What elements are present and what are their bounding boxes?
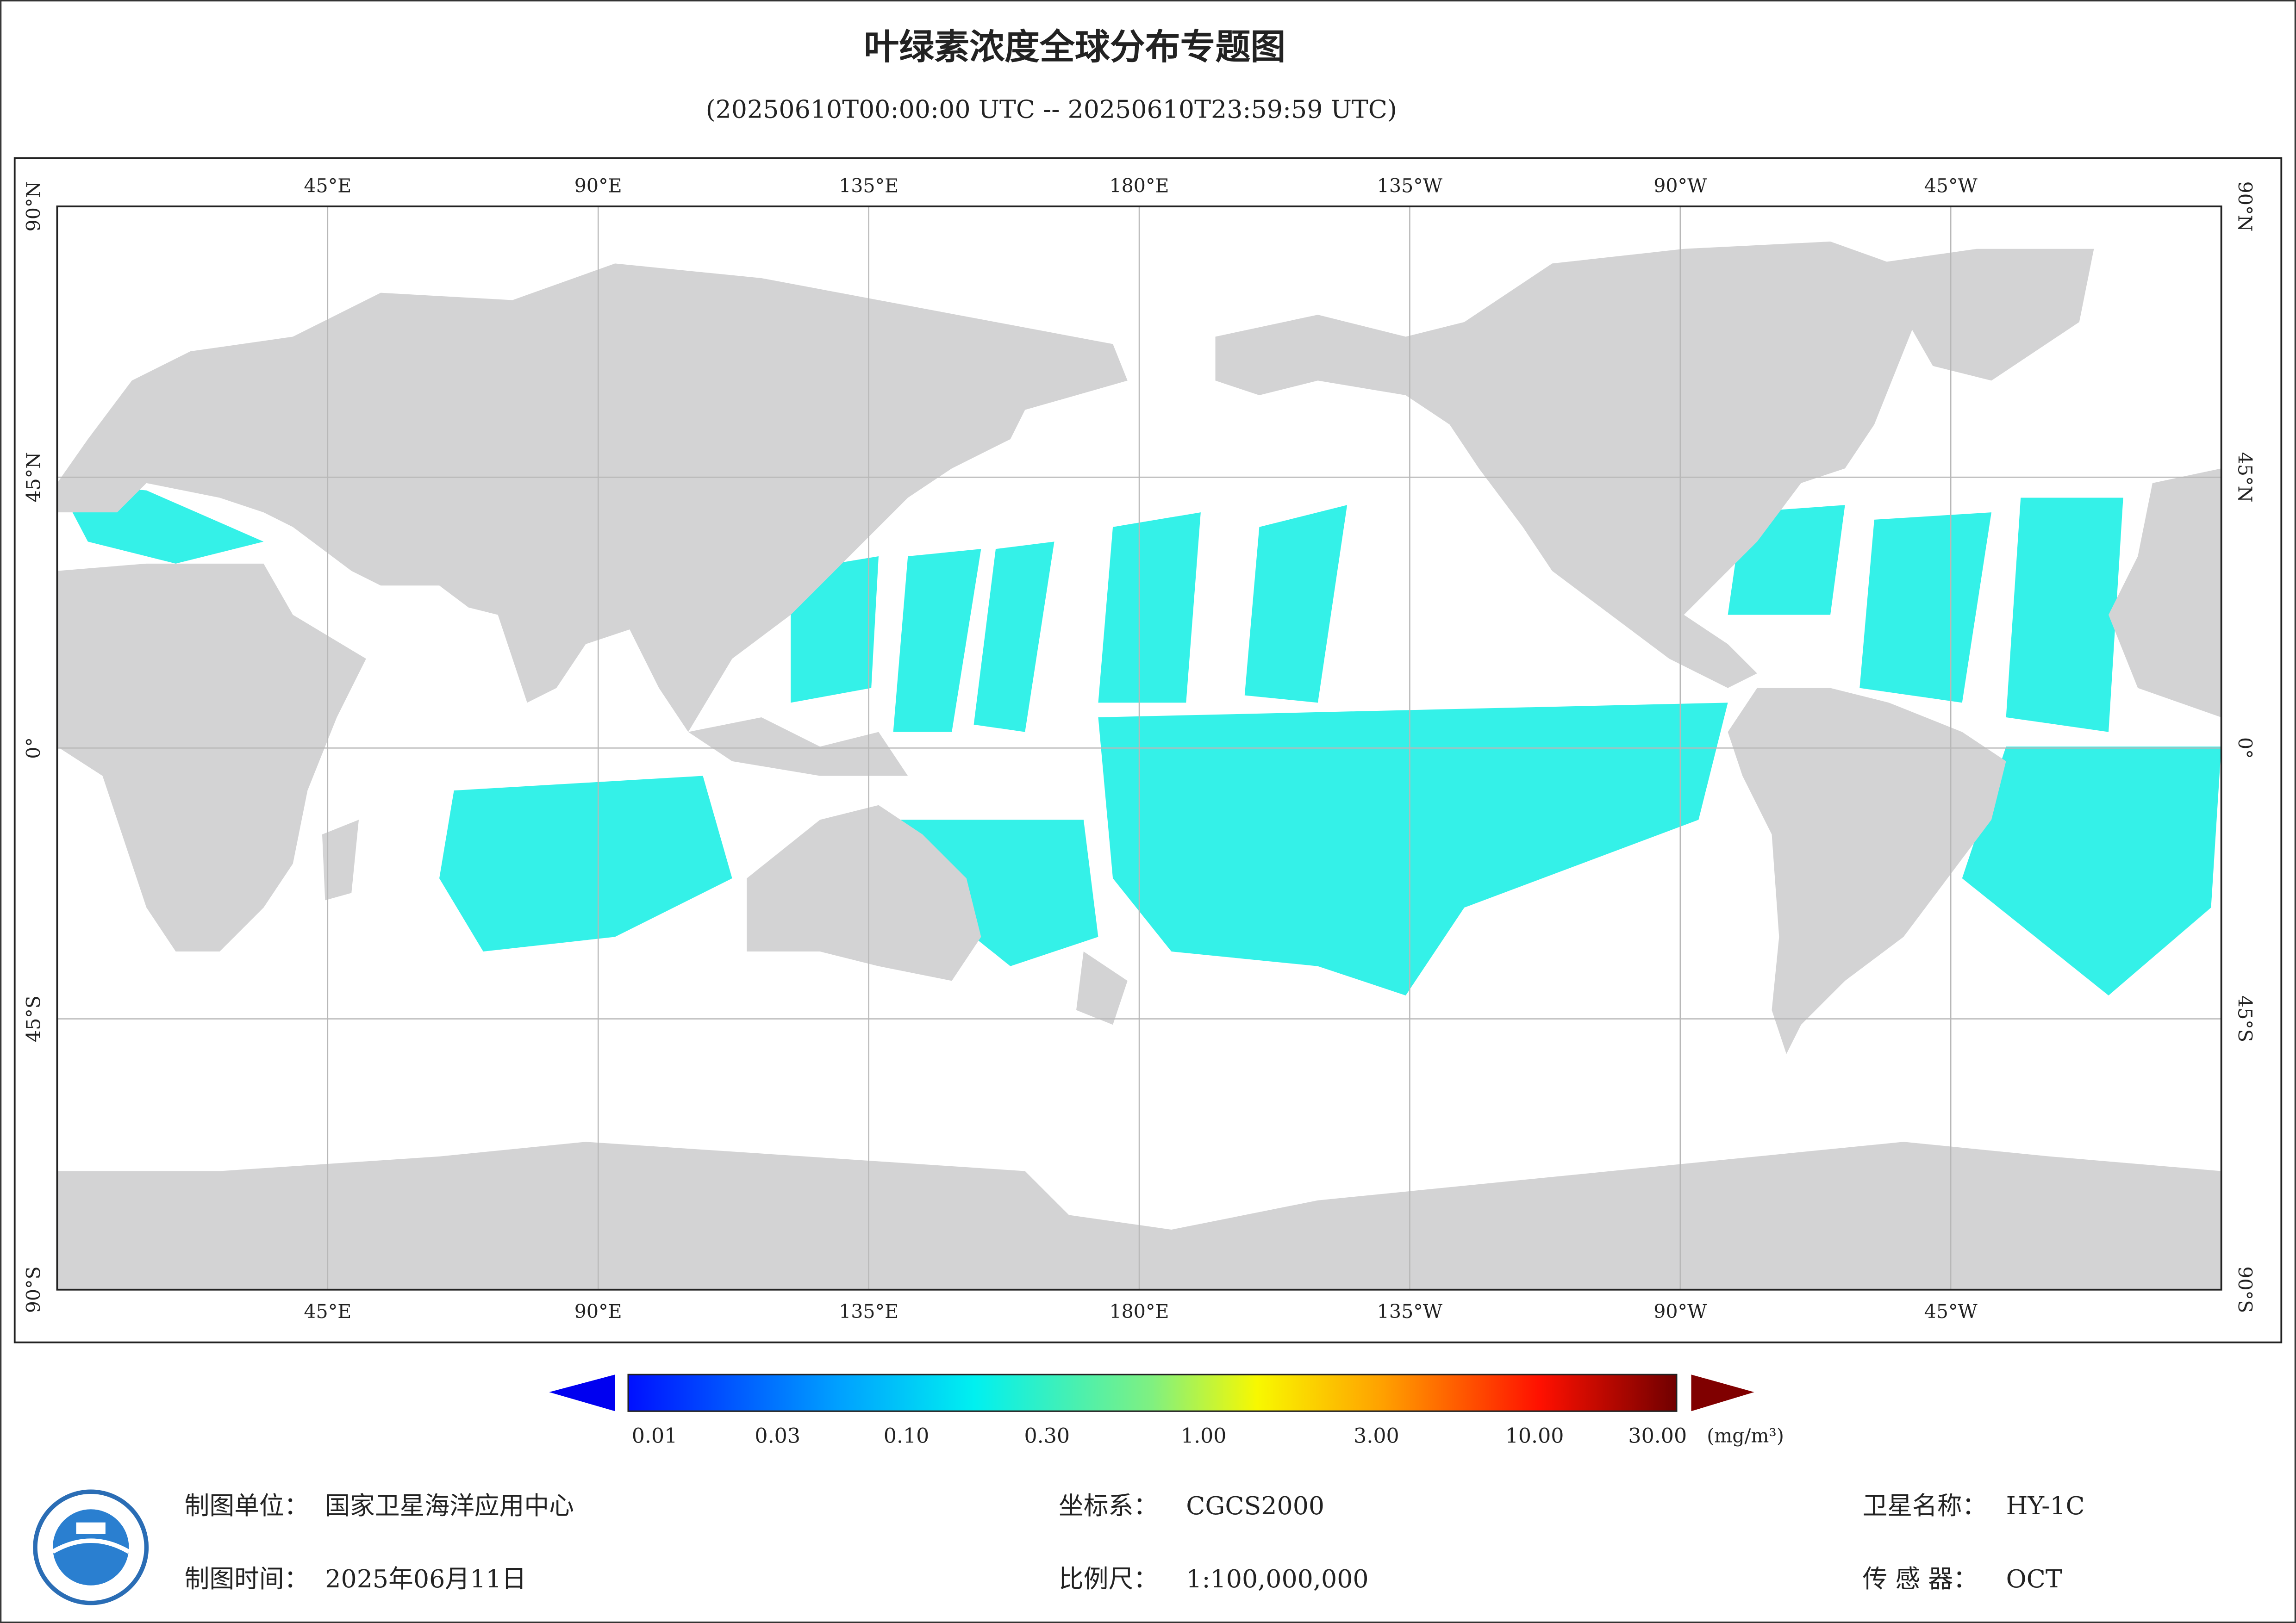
lat-label-right: 90°S: [2234, 1266, 2256, 1313]
colorbar-bar: [627, 1374, 1678, 1412]
lon-label-top: 180°E: [1110, 174, 1169, 197]
chl-patch: [1859, 512, 1991, 703]
lon-label-top: 45°W: [1924, 174, 1978, 197]
footer-label: 坐标系：: [1059, 1491, 1158, 1520]
footer-value: 2025年06月11日: [325, 1564, 526, 1593]
chl-patch: [973, 541, 1054, 732]
lat-label-left: 45°S: [22, 995, 44, 1042]
south-america: [1728, 688, 2006, 1054]
colorbar-tick-label: 10.00: [1505, 1424, 1564, 1448]
chl-patch: [893, 549, 981, 732]
logo: [33, 1489, 149, 1605]
colorbar-tick-label: 30.00: [1628, 1424, 1687, 1448]
lat-label-right: 45°S: [2234, 995, 2256, 1042]
map-inner-frame: [56, 205, 2222, 1291]
africa: [57, 563, 366, 952]
footer-label: 制图单位：: [185, 1491, 309, 1520]
colorbar-tick-label: 3.00: [1354, 1424, 1399, 1448]
footer-label: 传 感 器：: [1863, 1564, 1978, 1593]
chlorophyll-patches: [57, 483, 2221, 995]
graticule-labels: 45°E 45°E 90°E 90°E 135°E 135°E 180°E 180°E 135°…: [22, 174, 2256, 1322]
eurasia: [57, 263, 1128, 732]
madagascar: [322, 820, 359, 901]
logo-wave: [51, 1538, 130, 1554]
chl-patch: [1098, 512, 1201, 703]
lon-label-bottom: 135°W: [1377, 1300, 1443, 1323]
lat-label-right: 45°N: [2234, 452, 2256, 503]
lon-label-top: 135°W: [1377, 174, 1443, 197]
footer-label: 卫星名称：: [1863, 1491, 1987, 1520]
north-america: [1215, 241, 1933, 688]
lon-label-top: 135°E: [839, 174, 898, 197]
footer-value: 1:100,000,000: [1186, 1564, 1368, 1593]
chl-patch: [2006, 497, 2123, 732]
lon-label-top: 90°E: [574, 174, 622, 197]
lat-label-right: 0°: [2234, 737, 2256, 759]
lon-label-bottom: 135°E: [839, 1300, 898, 1323]
lat-label-left: 90°N: [22, 181, 44, 232]
chl-patch: [1962, 746, 2221, 995]
colorbar-over-arrow: [1691, 1374, 1754, 1412]
indonesia: [688, 717, 908, 776]
logo-globe: [52, 1509, 129, 1586]
colorbar-tick-label: 0.10: [884, 1424, 930, 1448]
map-frame: [13, 157, 2283, 1343]
lat-label-left: 0°: [22, 737, 44, 759]
colorbar-ticks: 0.01 0.03 0.10 0.30 1.00 3.00 10.00 30.00: [632, 1424, 1687, 1448]
lat-label-left: 90°S: [22, 1266, 44, 1313]
chl-patch: [439, 776, 732, 952]
colorbar-under-arrow: [549, 1374, 615, 1412]
chl-patch: [1098, 703, 1728, 995]
logo-satellite: [76, 1522, 106, 1534]
greenland: [1874, 249, 2094, 381]
colorbar-tick-label: 0.30: [1024, 1424, 1070, 1448]
footer-value: OCT: [2006, 1564, 2062, 1593]
lon-label-bottom: 45°W: [1924, 1300, 1978, 1323]
chl-patch: [791, 556, 879, 703]
map-area: [57, 206, 2221, 1290]
lat-label-right: 90°N: [2234, 181, 2256, 232]
title: 叶绿素浓度全球分布专题图: [864, 26, 1285, 68]
subtitle: (20250610T00:00:00 UTC -- 20250610T23:59…: [706, 94, 1397, 124]
colorbar-tick-label: 0.03: [755, 1424, 800, 1448]
lat-label-left: 45°N: [22, 452, 44, 503]
footer-value: HY-1C: [2006, 1491, 2085, 1520]
lon-label-bottom: 90°W: [1653, 1300, 1707, 1323]
europe-africa-east-edge: [2109, 468, 2221, 717]
new-zealand: [1076, 951, 1128, 1025]
footer-value: CGCS2000: [1186, 1491, 1324, 1520]
lon-label-top: 45°E: [304, 174, 351, 197]
colorbar-tick-label: 0.01: [632, 1424, 678, 1448]
australia: [747, 805, 981, 981]
footer-value: 国家卫星海洋应用中心: [325, 1491, 574, 1520]
lon-label-bottom: 45°E: [304, 1300, 351, 1323]
colorbar-tick-label: 1.00: [1181, 1424, 1227, 1448]
footer: 制图单位： 国家卫星海洋应用中心 制图时间： 2025年06月11日 坐标系： …: [185, 1491, 2085, 1593]
colorbar: 0.01 0.03 0.10 0.30 1.00 3.00 10.00 30.00 (mg/m…: [549, 1374, 1784, 1448]
colorbar-unit: (mg/m³): [1707, 1425, 1784, 1447]
footer-label: 比例尺：: [1059, 1564, 1158, 1593]
footer-label: 制图时间：: [185, 1564, 309, 1593]
lon-label-top: 90°W: [1653, 174, 1707, 197]
graticule: [57, 206, 2221, 1290]
lon-label-bottom: 90°E: [574, 1300, 622, 1323]
chl-patch: [1244, 505, 1348, 703]
lon-label-bottom: 180°E: [1110, 1300, 1169, 1323]
